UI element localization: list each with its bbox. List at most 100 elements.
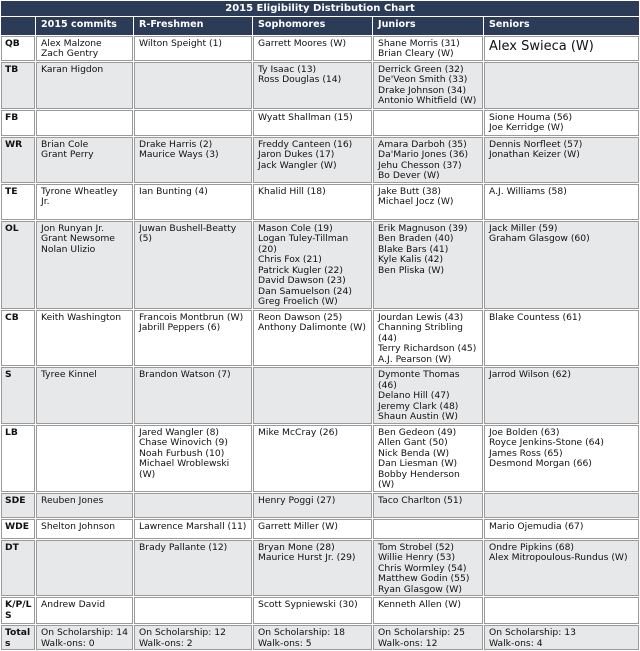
player-line: Kyle Kalis (42) bbox=[378, 254, 444, 265]
player-line: Brian Cleary (W) bbox=[378, 48, 454, 59]
player-line: Graham Glasgow (60) bbox=[489, 233, 590, 244]
player-line: Reuben Jones bbox=[41, 494, 104, 506]
corner-cell bbox=[1, 16, 35, 35]
player-line: Jake Butt (38) bbox=[378, 185, 442, 197]
player-line: Shane Morris (31) bbox=[378, 37, 460, 49]
player-line: Erik Magnuson (39) bbox=[378, 222, 468, 234]
player-line: Noah Furbush (10) bbox=[139, 447, 225, 459]
player-line: Joe Kerridge (W) bbox=[489, 122, 564, 133]
row-label: TB bbox=[1, 61, 35, 109]
player-line: Channing Stribling (44) bbox=[378, 322, 463, 344]
player-line: Matthew Godin (55) bbox=[378, 573, 470, 584]
player-line: Greg Froelich (W) bbox=[258, 296, 338, 307]
player-line: On Scholarship: 13 bbox=[489, 627, 576, 638]
table-row: DT Brady Pallante (12) Bryan Mone (28) Maur… bbox=[1, 539, 639, 596]
player-line: Drake Johnson (34) bbox=[378, 84, 467, 96]
player-line: Jack Miller (59) bbox=[489, 222, 558, 234]
player-line: Sione Houma (56) bbox=[489, 111, 573, 123]
player-line: Garrett Moores (W) bbox=[258, 37, 347, 49]
player-line: Amara Darboh (35) bbox=[378, 138, 467, 150]
table-row: TB Karan Higdon Ty Isaac (13) Ross Douglas … bbox=[1, 61, 639, 109]
player-line: Brady Pallante (12) bbox=[139, 541, 228, 553]
player-line: David Dawson (23) bbox=[258, 275, 346, 286]
player-line: Ben Gedeon (49) bbox=[378, 426, 457, 438]
cell: Blake Countess (61) bbox=[484, 309, 639, 366]
cell: Freddy Canteen (16) Jaron Dukes (17) Jack … bbox=[253, 136, 372, 183]
table-row: K/P/LS Andrew David Scott Sypniewski (30) K… bbox=[1, 597, 639, 624]
player-line: Terry Richardson (45) bbox=[378, 343, 477, 354]
row-label: S bbox=[1, 367, 35, 424]
player-line: Francois Montbrun (W) bbox=[139, 311, 244, 323]
table-row: WDE Shelton Johnson Lawrence Marshall (11)… bbox=[1, 518, 639, 539]
player-line: On Scholarship: 18 bbox=[258, 627, 345, 638]
player-line: Henry Poggi (27) bbox=[258, 494, 336, 506]
player-line: Alex Mitropoulous-Rundus (W) bbox=[489, 552, 628, 563]
cell: Wyatt Shallman (15) bbox=[253, 109, 372, 136]
player-line: On Scholarship: 14 bbox=[41, 627, 128, 638]
player-line: Antonio Whitfield (W) bbox=[378, 95, 477, 106]
cell: Garrett Miller (W) bbox=[253, 518, 372, 539]
cell: Juwan Bushell-Beatty (5) bbox=[134, 220, 252, 309]
cell: Shelton Johnson bbox=[36, 518, 133, 539]
row-label: WDE bbox=[1, 518, 35, 539]
cell bbox=[253, 367, 372, 424]
player-line: Maurice Hurst Jr. (29) bbox=[258, 552, 356, 563]
cell: On Scholarship: 13 Walk-ons: 4 bbox=[484, 625, 639, 650]
row-label: TE bbox=[1, 183, 35, 220]
player-line: Jeremy Clark (48) bbox=[378, 400, 459, 412]
cell: Alex Malzone Zach Gentry bbox=[36, 35, 133, 61]
player-line: Taco Charlton (51) bbox=[378, 494, 463, 506]
player-line: Shaun Austin (W) bbox=[378, 411, 458, 422]
player-line: Dymonte Thomas (46) bbox=[378, 369, 460, 391]
table-row: OL Jon Runyan Jr. Grant Newsome Nolan Ulizi… bbox=[1, 220, 639, 309]
cell bbox=[373, 109, 483, 136]
player-line: Shelton Johnson bbox=[41, 520, 116, 532]
player-line: Derrick Green (32) bbox=[378, 63, 464, 75]
cell bbox=[36, 424, 133, 492]
cell: Reon Dawson (25) Anthony Dalimonte (W) bbox=[253, 309, 372, 366]
cell bbox=[134, 109, 252, 136]
cell: Keith Washington bbox=[36, 309, 133, 366]
player-line: Wyatt Shallman (15) bbox=[258, 111, 353, 123]
player-line: Logan Tuley-Tillman (20) bbox=[258, 233, 349, 255]
table-row: CB Keith Washington Francois Montbrun (W) J… bbox=[1, 309, 639, 366]
player-line: Dan Liesman (W) bbox=[378, 458, 458, 469]
player-line: Karan Higdon bbox=[41, 63, 104, 75]
player-line: Jehu Chesson (37) bbox=[378, 159, 462, 171]
table-row: TE Tyrone Wheatley Jr. Ian Bunting (4) Khal… bbox=[1, 183, 639, 220]
cell: Scott Sypniewski (30) bbox=[253, 597, 372, 624]
player-line: Chase Winovich (9) bbox=[139, 437, 228, 448]
player-line: Mario Ojemudia (67) bbox=[489, 520, 584, 532]
cell bbox=[36, 109, 133, 136]
cell: On Scholarship: 18 Walk-ons: 5 bbox=[253, 625, 372, 650]
table-row: QB Alex Malzone Zach Gentry Wilton Speight … bbox=[1, 35, 639, 61]
player-line: Tom Strobel (52) bbox=[378, 541, 454, 553]
cell: Henry Poggi (27) bbox=[253, 492, 372, 518]
cell: On Scholarship: 25 Walk-ons: 12 bbox=[373, 625, 483, 650]
player-line: Da'Mario Jones (36) bbox=[378, 149, 469, 160]
player-line: Brian Cole bbox=[41, 138, 89, 150]
player-line: A.J. Williams (58) bbox=[489, 185, 567, 197]
player-line: Walk-ons: 0 bbox=[41, 637, 95, 649]
cell: Francois Montbrun (W) Jabrill Peppers (6) bbox=[134, 309, 252, 366]
cell: Amara Darboh (35) Da'Mario Jones (36) Jehu… bbox=[373, 136, 483, 183]
column-header: Seniors bbox=[484, 16, 639, 35]
cell bbox=[484, 492, 639, 518]
player-line: Jourdan Lewis (43) bbox=[378, 311, 464, 323]
player-line: Jared Wangler (8) bbox=[139, 426, 220, 438]
cell: Mike McCray (26) bbox=[253, 424, 372, 492]
cell: Ian Bunting (4) bbox=[134, 183, 252, 220]
cell: Jarrod Wilson (62) bbox=[484, 367, 639, 424]
cell: Jon Runyan Jr. Grant Newsome Nolan Ulizio bbox=[36, 220, 133, 309]
player-line: Ty Isaac (13) bbox=[258, 63, 317, 75]
player-line: Allen Gant (50) bbox=[378, 437, 448, 448]
player-line: Desmond Morgan (66) bbox=[489, 458, 592, 469]
player-line: Dennis Norfleet (57) bbox=[489, 138, 583, 150]
player-line: Willie Henry (53) bbox=[378, 552, 456, 563]
cell bbox=[36, 539, 133, 596]
player-line: Zach Gentry bbox=[41, 48, 99, 59]
cell: Mario Ojemudia (67) bbox=[484, 518, 639, 539]
cell: Tyrone Wheatley Jr. bbox=[36, 183, 133, 220]
player-line: Brandon Watson (7) bbox=[139, 369, 231, 380]
player-line: Drake Harris (2) bbox=[139, 138, 213, 150]
